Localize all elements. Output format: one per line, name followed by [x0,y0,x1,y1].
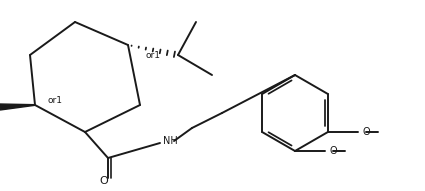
Text: or1: or1 [146,50,161,60]
Text: O: O [362,127,370,137]
Text: or1: or1 [47,96,62,104]
Text: O: O [99,176,108,186]
Text: O: O [329,146,337,156]
Polygon shape [0,104,35,110]
Text: NH: NH [163,136,178,146]
